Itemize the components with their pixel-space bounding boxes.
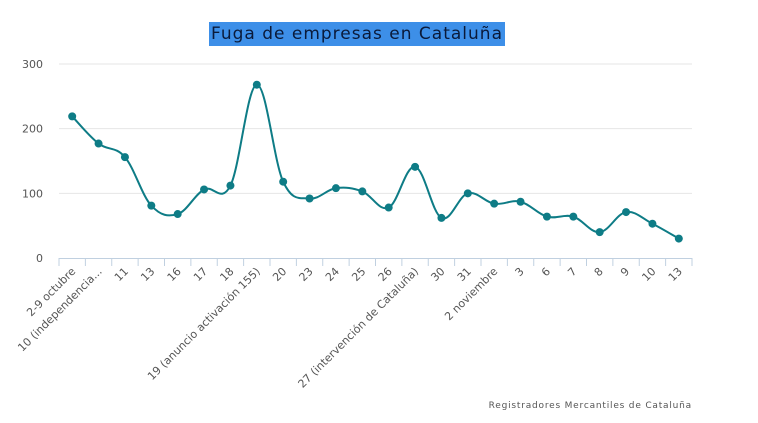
data-point[interactable] [622, 208, 631, 217]
data-point[interactable] [542, 212, 551, 221]
data-point[interactable] [490, 199, 499, 208]
y-tick-label: 0 [36, 252, 43, 265]
data-point[interactable] [94, 139, 103, 148]
data-point[interactable] [252, 80, 261, 89]
data-point[interactable] [569, 212, 578, 221]
data-point[interactable] [226, 181, 235, 190]
data-point[interactable] [437, 213, 446, 222]
chart-credits[interactable]: Registradores Mercantiles de Cataluña [488, 401, 692, 411]
y-tick-label: 300 [22, 58, 43, 71]
data-point[interactable] [674, 234, 683, 243]
data-point[interactable] [120, 153, 129, 162]
x-tick-label: 18 [217, 265, 236, 284]
data-point[interactable] [648, 219, 657, 228]
x-tick-label: 30 [428, 265, 447, 284]
x-tick-label: 8 [592, 265, 606, 279]
data-point[interactable] [173, 210, 182, 219]
data-point[interactable] [516, 197, 525, 206]
data-point[interactable] [463, 189, 472, 198]
x-tick-label: 23 [297, 265, 316, 284]
x-tick-label: 24 [323, 265, 342, 284]
x-tick-label: 3 [513, 265, 527, 279]
data-point[interactable] [595, 228, 604, 237]
data-point[interactable] [331, 184, 340, 193]
x-tick-label: 25 [349, 265, 368, 284]
x-tick-label: 13 [138, 265, 157, 284]
x-tick-label: 20 [270, 265, 289, 284]
x-tick-label: 16 [165, 265, 184, 284]
data-point[interactable] [200, 185, 209, 194]
x-tick-label: 7 [565, 265, 579, 279]
x-tick-label: 31 [455, 265, 474, 284]
y-tick-label: 100 [22, 187, 43, 200]
data-point[interactable] [68, 112, 77, 121]
chart-title-wrap: Fuga de empresas en Cataluña [0, 22, 714, 46]
x-tick-label: 6 [539, 265, 553, 279]
x-tick-label: 13 [666, 265, 685, 284]
chart-title: Fuga de empresas en Cataluña [208, 22, 505, 46]
x-tick-label: 10 [639, 265, 658, 284]
data-point[interactable] [279, 177, 288, 186]
y-tick-label: 200 [22, 123, 43, 136]
series-line [71, 83, 680, 240]
x-tick-label: 11 [112, 265, 131, 284]
data-point[interactable] [358, 187, 367, 196]
data-point[interactable] [384, 203, 393, 212]
x-tick-label: 26 [376, 265, 395, 284]
x-tick-label: 9 [618, 265, 632, 279]
data-point[interactable] [147, 201, 156, 210]
data-point[interactable] [411, 162, 420, 171]
data-point[interactable] [305, 194, 314, 203]
x-tick-label: 17 [191, 265, 210, 284]
x-tick-label: 19 (anuncio activación 155) [145, 265, 263, 383]
